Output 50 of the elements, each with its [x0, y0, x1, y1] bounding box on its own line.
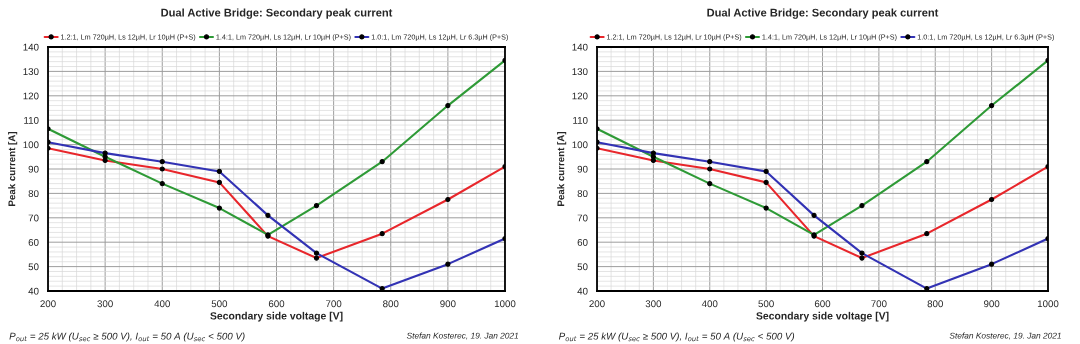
y-tick-label: 90	[577, 165, 588, 173]
y-tick-label: 140	[572, 43, 588, 51]
y-tick-label: 70	[28, 214, 39, 222]
chart-title: Dual Active Bridge: Secondary peak current	[161, 8, 393, 19]
x-tick-label: 700	[326, 300, 342, 308]
x-tick-label: 200	[40, 300, 56, 308]
y-tick-label: 130	[23, 68, 39, 76]
chart-title: Dual Active Bridge: Secondary peak current	[707, 8, 939, 19]
x-tick-label: 600	[268, 300, 285, 308]
x-axis-title: Secondary side voltage [V]	[756, 311, 889, 322]
y-tick-label: 100	[23, 141, 39, 149]
x-tick-label: 700	[871, 300, 887, 308]
y-tick-label: 40	[28, 287, 39, 295]
y-tick-label: 100	[572, 141, 588, 149]
x-tick-label: 400	[154, 300, 170, 308]
x-tick-label: 900	[440, 300, 456, 308]
y-tick-label: 50	[28, 263, 39, 271]
x-tick-label: 500	[211, 300, 228, 308]
y-tick-label: 80	[28, 190, 39, 198]
y-tick-label: 60	[577, 238, 588, 246]
text: Stefan Kosterec, 19. Jan 2021	[406, 332, 519, 340]
x-tick-label: 400	[701, 300, 718, 308]
y-tick-label: 110	[573, 116, 588, 124]
x-tick-label: 200	[589, 300, 605, 308]
x-tick-label: 800	[383, 300, 399, 308]
y-tick-label: 50	[577, 263, 588, 271]
x-tick-label: 1000	[1037, 300, 1059, 308]
y-tick-label: 70	[577, 214, 588, 222]
x-tick-label: 900	[983, 300, 1000, 308]
x-tick-label: 300	[645, 300, 662, 308]
x-tick-label: 600	[814, 300, 831, 308]
y-tick-label: 140	[23, 43, 39, 51]
x-axis-title: Secondary side voltage [V]	[210, 311, 343, 322]
y-tick-label: 60	[28, 238, 39, 246]
text: P$_{out}$ = 25 kW (U$_{sec}$ ≥ 500 V), I$_{out}$ = 50 A (U$_{sec}$ < 500 V)	[558, 332, 795, 342]
y-tick-label: 80	[577, 190, 588, 198]
y-tick-label: 40	[577, 287, 588, 295]
text: P$_{out}$ = 25 kW (U$_{sec}$ ≥ 500 V), I$_{out}$ = 50 A (U$_{sec}$ < 500 V)	[9, 332, 245, 342]
text: Stefan Kosterec, 19. Jan 2021	[949, 332, 1061, 340]
y-axis-title: Peak current [A]	[557, 131, 567, 206]
y-axis-title: Peak current [A]	[8, 131, 18, 206]
y-tick-label: 110	[24, 116, 39, 124]
x-tick-label: 300	[97, 300, 113, 308]
y-tick-label: 130	[572, 68, 588, 76]
y-tick-label: 90	[28, 165, 39, 173]
y-tick-label: 120	[23, 92, 39, 100]
y-tick-label: 120	[572, 92, 588, 100]
x-tick-label: 500	[758, 300, 774, 308]
x-tick-label: 1000	[494, 300, 516, 308]
x-tick-label: 800	[927, 300, 943, 308]
